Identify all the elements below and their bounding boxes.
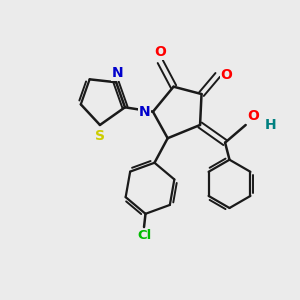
Text: Cl: Cl [137, 229, 151, 242]
Text: O: O [247, 110, 259, 124]
Text: N: N [138, 105, 150, 119]
Text: S: S [95, 128, 105, 142]
Text: O: O [221, 68, 232, 82]
Text: O: O [154, 45, 166, 59]
Text: N: N [112, 66, 123, 80]
Text: H: H [265, 118, 277, 132]
